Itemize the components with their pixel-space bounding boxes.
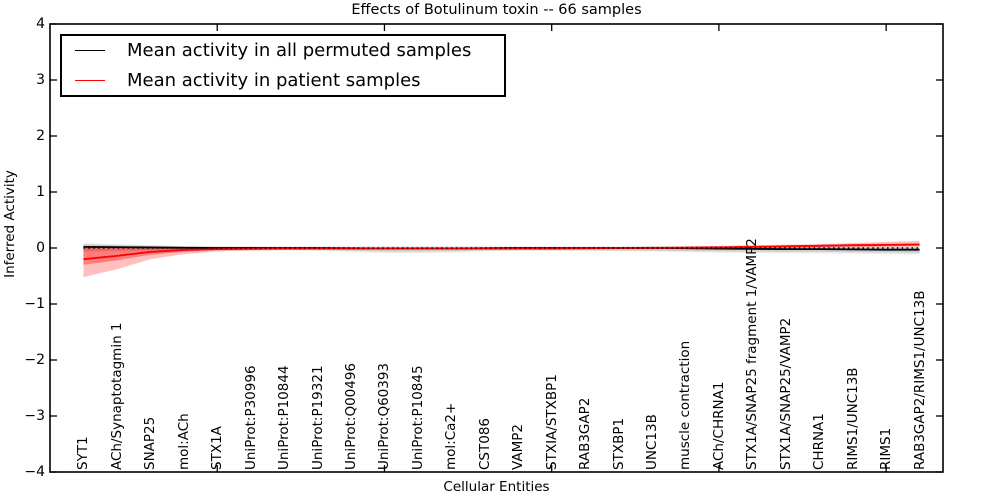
y-tick-label: −2 [24,352,45,368]
x-category-label: CHRNA1 [811,413,828,470]
y-tick-label: −3 [24,408,45,424]
x-category-label: SYT1 [75,436,92,470]
x-category-label: STX1A/SNAP25 fragment 1/VAMP2 [744,238,761,470]
x-category-label: RAB3GAP2/RIMS1/UNC13B [911,290,928,470]
y-tick-label: 1 [36,184,45,200]
x-category-label: mol:ACh [175,413,192,470]
legend-line-sample-black [75,50,105,52]
legend-label: Mean activity in all permuted samples [127,40,472,62]
legend-item-patient: Mean activity in patient samples [75,70,504,91]
x-category-label: STXBP1 [610,417,627,470]
legend-line-sample-red [75,79,105,81]
x-category-label: UniProt:P10844 [276,365,293,470]
y-tick-label: 0 [36,240,45,256]
series-line-patient [83,243,920,261]
x-category-label: SNAP25 [142,416,159,470]
x-category-label: ACh/Synaptotagmin 1 [108,322,125,470]
y-tick-label: 4 [36,16,45,32]
legend-item-permuted: Mean activity in all permuted samples [75,40,504,61]
x-category-label: STX1A/SNAP25/VAMP2 [777,317,794,470]
x-axis-label: Cellular Entities [443,479,550,495]
x-category-label: muscle contraction [677,340,694,470]
x-category-label: ACh/CHRNA1 [710,381,727,470]
x-category-label: VAMP2 [510,424,527,470]
y-tick-label: −1 [24,296,45,312]
x-category-label: CST086 [476,417,493,470]
y-tick-label: −4 [24,464,45,480]
x-category-label: RAB3GAP2 [577,397,594,470]
x-category-label: RIMS1 [878,427,895,470]
chart-title: Effects of Botulinum toxin -- 66 samples [351,2,642,18]
x-category-label: mol:Ca2+ [443,402,460,470]
legend-label: Mean activity in patient samples [127,69,421,91]
y-tick-label: 3 [36,72,45,88]
x-category-label: STX1A [209,426,226,470]
x-category-label: UniProt:P19321 [309,365,326,470]
x-category-label: RIMS1/UNC13B [844,367,861,470]
x-category-label: UniProt:Q60393 [376,362,393,470]
x-category-label: UniProt:Q00496 [343,362,359,470]
x-category-label: STXIA/STXBP1 [543,374,560,470]
legend: Mean activity in all permuted samples Me… [60,34,506,97]
y-tick-label: 2 [36,128,45,144]
x-category-label: UNC13B [644,414,661,470]
x-category-label: UniProt:P10845 [409,365,426,470]
x-category-label: UniProt:P30996 [242,365,259,470]
